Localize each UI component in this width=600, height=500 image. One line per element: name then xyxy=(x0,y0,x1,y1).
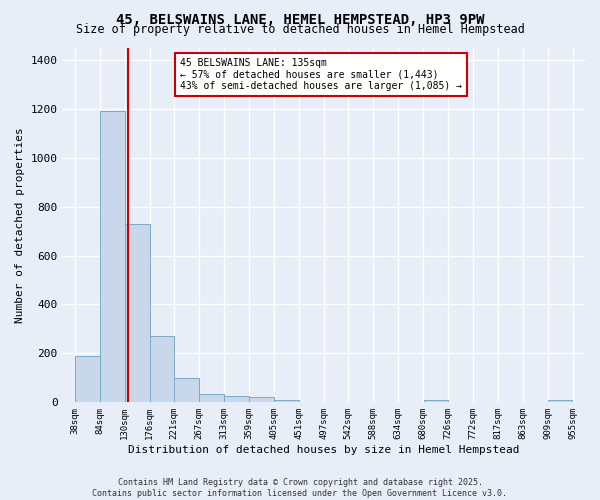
X-axis label: Distribution of detached houses by size in Hemel Hempstead: Distribution of detached houses by size … xyxy=(128,445,520,455)
Bar xyxy=(75,356,100,403)
Text: 45 BELSWAINS LANE: 135sqm
← 57% of detached houses are smaller (1,443)
43% of se: 45 BELSWAINS LANE: 135sqm ← 57% of detac… xyxy=(180,58,462,92)
Text: 45, BELSWAINS LANE, HEMEL HEMPSTEAD, HP3 9PW: 45, BELSWAINS LANE, HEMEL HEMPSTEAD, HP3… xyxy=(116,12,484,26)
Bar xyxy=(548,400,572,402)
Bar xyxy=(250,398,274,402)
Bar xyxy=(424,400,448,402)
Y-axis label: Number of detached properties: Number of detached properties xyxy=(15,127,25,323)
Bar xyxy=(224,396,249,402)
Bar xyxy=(274,400,299,402)
Bar xyxy=(199,394,224,402)
Bar xyxy=(125,224,149,402)
Bar xyxy=(100,111,125,403)
Text: Contains HM Land Registry data © Crown copyright and database right 2025.
Contai: Contains HM Land Registry data © Crown c… xyxy=(92,478,508,498)
Bar xyxy=(150,336,175,402)
Bar xyxy=(175,378,199,402)
Text: Size of property relative to detached houses in Hemel Hempstead: Size of property relative to detached ho… xyxy=(76,22,524,36)
